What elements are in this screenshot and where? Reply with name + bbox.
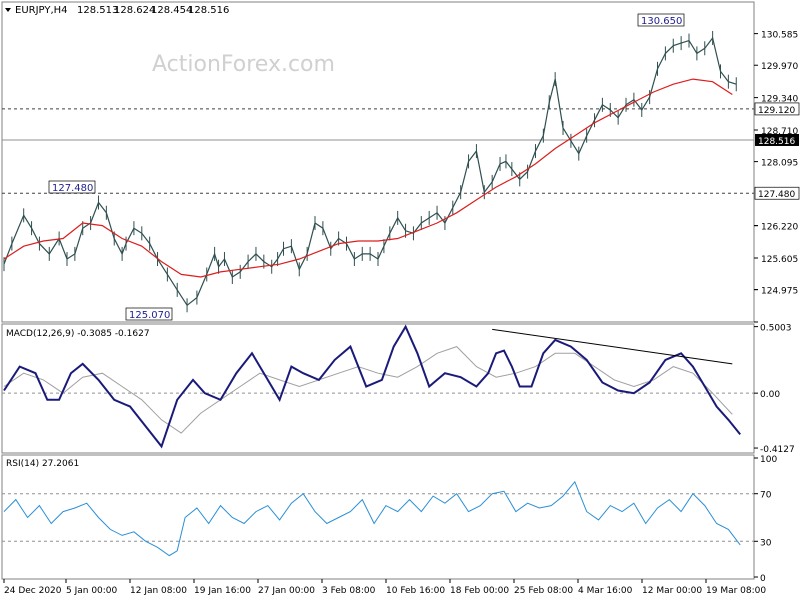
price-axis-tick-label: 128.095 [761, 159, 798, 169]
rsi-axis-tick-label: 0 [760, 574, 766, 584]
price-panel-frame [1, 1, 755, 323]
x-axis-tick-label: 19 Mar 08:00 [706, 586, 766, 596]
macd-axis-tick-label: 0.00 [760, 390, 780, 400]
macd-axis-tick-label: 0.5003 [760, 324, 792, 334]
symbol-header: EURJPY,H4 128.513 128.624 128.454 128.51… [5, 5, 229, 16]
rsi-label: RSI(14) 27.2061 [6, 459, 79, 469]
x-axis-tick-label: 10 Feb 16:00 [386, 586, 445, 596]
ohlc-close: 128.516 [188, 5, 229, 16]
macd-signal-line [3, 346, 733, 434]
ohlc-high: 128.624 [114, 5, 155, 16]
x-axis-tick-label: 27 Jan 00:00 [258, 586, 315, 596]
price-axis-tick-label: 129.340 [761, 95, 798, 105]
price-annotation-box [125, 307, 173, 321]
x-axis-tick-label: 12 Jan 08:00 [130, 586, 187, 596]
price-level-label: 127.480 [758, 190, 795, 200]
price-annotation-label: 125.070 [129, 310, 170, 321]
moving-average-line [3, 78, 733, 278]
price-annotation-label: 127.480 [52, 183, 93, 194]
ohlc-low: 128.454 [151, 5, 192, 16]
x-axis-tick-label: 25 Feb 08:00 [514, 586, 573, 596]
watermark: ActionForex.com [152, 52, 335, 77]
price-axis-tick-label: 130.585 [761, 31, 798, 41]
rsi-axis-tick-label: 70 [760, 491, 772, 501]
x-axis-tick-label: 19 Jan 16:00 [194, 586, 251, 596]
symbol-label: EURJPY,H4 [15, 5, 68, 16]
x-axis-tick-label: 12 Mar 00:00 [642, 586, 702, 596]
macd-panel-frame [1, 323, 755, 454]
rsi-axis-tick-label: 100 [760, 455, 777, 465]
price-level-tag [754, 186, 800, 200]
rsi-axis-tick-label: 30 [760, 538, 772, 548]
price-axis-tick-label: 124.975 [761, 287, 798, 297]
macd-line [3, 324, 741, 449]
price-level-label: 128.516 [758, 137, 795, 147]
macd-trendline [492, 328, 733, 365]
price-annotation-box [48, 180, 96, 194]
price-level-tag [755, 133, 799, 146]
price-axis-tick-label: 125.605 [761, 255, 798, 265]
x-axis-tick-label: 18 Feb 00:00 [450, 586, 509, 596]
x-axis-tick-label: 24 Dec 2020 [4, 586, 62, 596]
x-axis-tick-label: 5 Jan 00:00 [66, 586, 118, 596]
macd-axis-tick-label: -0.4127 [760, 445, 795, 455]
price-level-tag [754, 102, 800, 116]
x-axis-tick-label: 4 Mar 16:00 [578, 586, 633, 596]
price-level-label: 129.120 [758, 106, 795, 116]
ohlc-open: 128.513 [77, 5, 118, 16]
price-annotation-box [637, 13, 685, 27]
dropdown-triangle-icon [5, 8, 11, 12]
price-axis-tick-label: 126.220 [761, 223, 798, 233]
x-axis-tick-label: 3 Feb 08:00 [322, 586, 376, 596]
rsi-line [3, 480, 741, 557]
macd-label: MACD(12,26,9) -0.3085 -0.1627 [6, 329, 150, 339]
price-axis-tick-label: 128.710 [761, 127, 798, 137]
price-annotation-label: 130.650 [641, 16, 682, 27]
price-axis-tick-label: 129.970 [761, 62, 798, 72]
